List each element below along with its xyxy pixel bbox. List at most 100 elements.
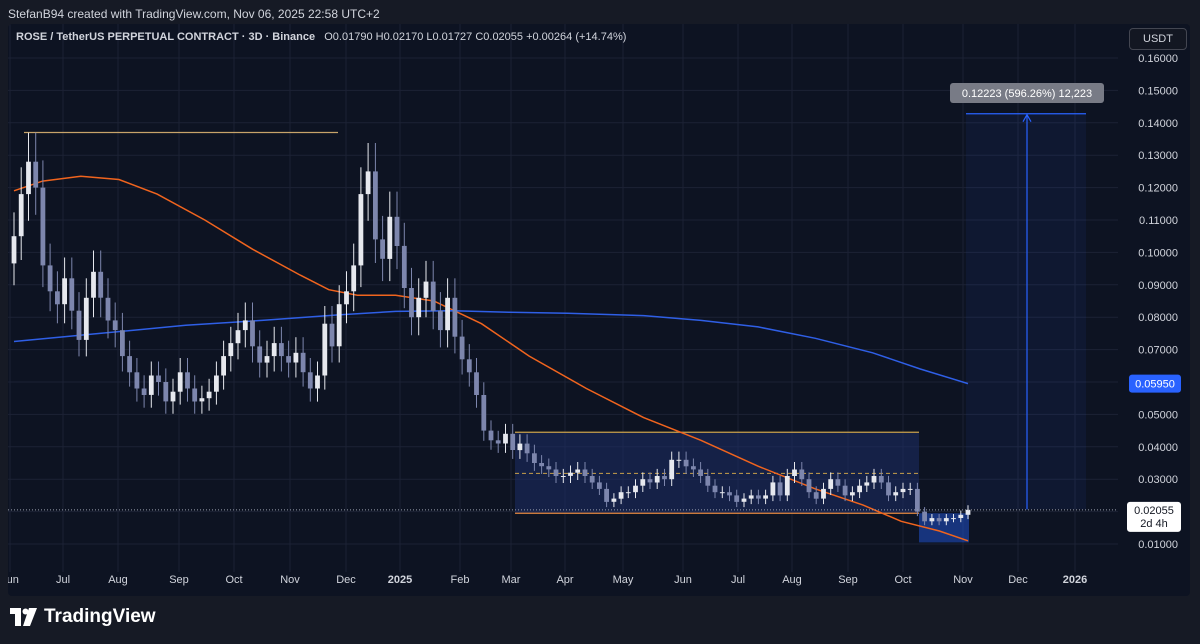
candle-body[interactable]	[329, 323, 335, 347]
candle-body[interactable]	[575, 469, 581, 473]
candle-body[interactable]	[568, 472, 573, 476]
candle-body[interactable]	[40, 187, 46, 266]
candle-body[interactable]	[712, 485, 718, 493]
candle-body[interactable]	[625, 492, 631, 494]
candle-body[interactable]	[401, 245, 407, 288]
candle-body[interactable]	[430, 281, 436, 311]
candle-body[interactable]	[907, 488, 913, 490]
candle-body[interactable]	[380, 239, 385, 259]
candle-body[interactable]	[26, 161, 31, 195]
candle-body[interactable]	[828, 479, 834, 489]
candle-body[interactable]	[857, 485, 862, 493]
candle-body[interactable]	[806, 479, 812, 493]
candle-body[interactable]	[257, 346, 263, 363]
candle-body[interactable]	[112, 320, 118, 331]
candle-body[interactable]	[532, 453, 537, 463]
candle-body[interactable]	[604, 488, 609, 502]
candle-body[interactable]	[698, 469, 703, 477]
candle-body[interactable]	[228, 343, 234, 357]
candle-body[interactable]	[560, 476, 566, 477]
candle-body[interactable]	[351, 265, 357, 292]
candle-body[interactable]	[83, 297, 89, 340]
candle-body[interactable]	[170, 391, 176, 402]
symbol-name[interactable]: ROSE / TetherUS PERPETUAL CONTRACT · 3D …	[16, 31, 316, 43]
candle-body[interactable]	[777, 482, 783, 496]
candle-body[interactable]	[271, 343, 277, 357]
candle-body[interactable]	[127, 356, 132, 373]
candle-body[interactable]	[192, 388, 198, 402]
candle-body[interactable]	[185, 372, 190, 389]
candle-body[interactable]	[770, 482, 776, 496]
candle-body[interactable]	[293, 352, 299, 363]
candle-body[interactable]	[510, 433, 516, 450]
candle-body[interactable]	[821, 488, 826, 499]
candle-body[interactable]	[799, 469, 805, 480]
candle-body[interactable]	[69, 278, 75, 311]
candle-body[interactable]	[864, 482, 870, 486]
candle-body[interactable]	[633, 485, 638, 493]
candle-body[interactable]	[640, 479, 646, 486]
candle-body[interactable]	[163, 382, 169, 402]
candle-body[interactable]	[307, 372, 313, 389]
candle-body[interactable]	[55, 291, 60, 305]
candle-body[interactable]	[850, 492, 855, 496]
candle-body[interactable]	[589, 476, 595, 483]
candle-body[interactable]	[242, 320, 248, 331]
candle-body[interactable]	[546, 466, 552, 470]
candle-body[interactable]	[322, 323, 328, 376]
candle-body[interactable]	[683, 459, 689, 467]
candle-body[interactable]	[286, 356, 291, 363]
candle-body[interactable]	[871, 476, 877, 483]
candle-body[interactable]	[214, 375, 219, 392]
candle-body[interactable]	[951, 518, 956, 520]
candle-body[interactable]	[597, 482, 602, 489]
candle-body[interactable]	[315, 375, 320, 389]
candle-body[interactable]	[539, 463, 544, 467]
candle-body[interactable]	[727, 492, 732, 496]
candle-body[interactable]	[842, 485, 848, 496]
candle-body[interactable]	[300, 352, 306, 373]
candle-body[interactable]	[98, 271, 104, 298]
ma-slow-line[interactable]	[13, 309, 969, 385]
candle-body[interactable]	[618, 492, 624, 499]
candle-body[interactable]	[893, 492, 899, 496]
candle-body[interactable]	[719, 492, 725, 494]
candle-body[interactable]	[156, 375, 161, 383]
candle-body[interactable]	[900, 488, 906, 493]
candle-body[interactable]	[763, 495, 768, 499]
candle-body[interactable]	[438, 310, 443, 331]
candle-body[interactable]	[141, 388, 147, 396]
candle-body[interactable]	[734, 495, 740, 502]
candle-body[interactable]	[148, 375, 154, 395]
candle-body[interactable]	[365, 171, 371, 195]
currency-button[interactable]: USDT	[1129, 28, 1187, 50]
candle-body[interactable]	[394, 216, 400, 246]
candle-body[interactable]	[503, 433, 508, 444]
candle-body[interactable]	[495, 440, 501, 444]
candle-body[interactable]	[929, 518, 935, 522]
candle-body[interactable]	[943, 518, 949, 522]
range-box[interactable]	[515, 432, 919, 514]
candle-body[interactable]	[11, 236, 17, 264]
candle-body[interactable]	[965, 509, 971, 515]
candle-body[interactable]	[878, 476, 884, 483]
candle-body[interactable]	[784, 476, 790, 496]
candle-body[interactable]	[416, 297, 422, 318]
candle-body[interactable]	[33, 161, 39, 188]
candle-body[interactable]	[756, 495, 761, 499]
candle-body[interactable]	[481, 395, 487, 431]
candle-body[interactable]	[134, 372, 140, 389]
candle-body[interactable]	[669, 459, 675, 480]
candle-body[interactable]	[387, 216, 393, 259]
candle-body[interactable]	[47, 265, 53, 292]
candle-body[interactable]	[705, 476, 711, 486]
candle-body[interactable]	[199, 398, 205, 402]
tradingview-brand[interactable]: TradingView	[10, 606, 156, 628]
candle-body[interactable]	[922, 511, 927, 522]
candle-body[interactable]	[235, 330, 241, 344]
candle-body[interactable]	[813, 492, 819, 499]
candle-body[interactable]	[474, 372, 479, 395]
candle-body[interactable]	[741, 498, 747, 502]
candle-body[interactable]	[76, 310, 82, 340]
candle-body[interactable]	[62, 278, 67, 305]
